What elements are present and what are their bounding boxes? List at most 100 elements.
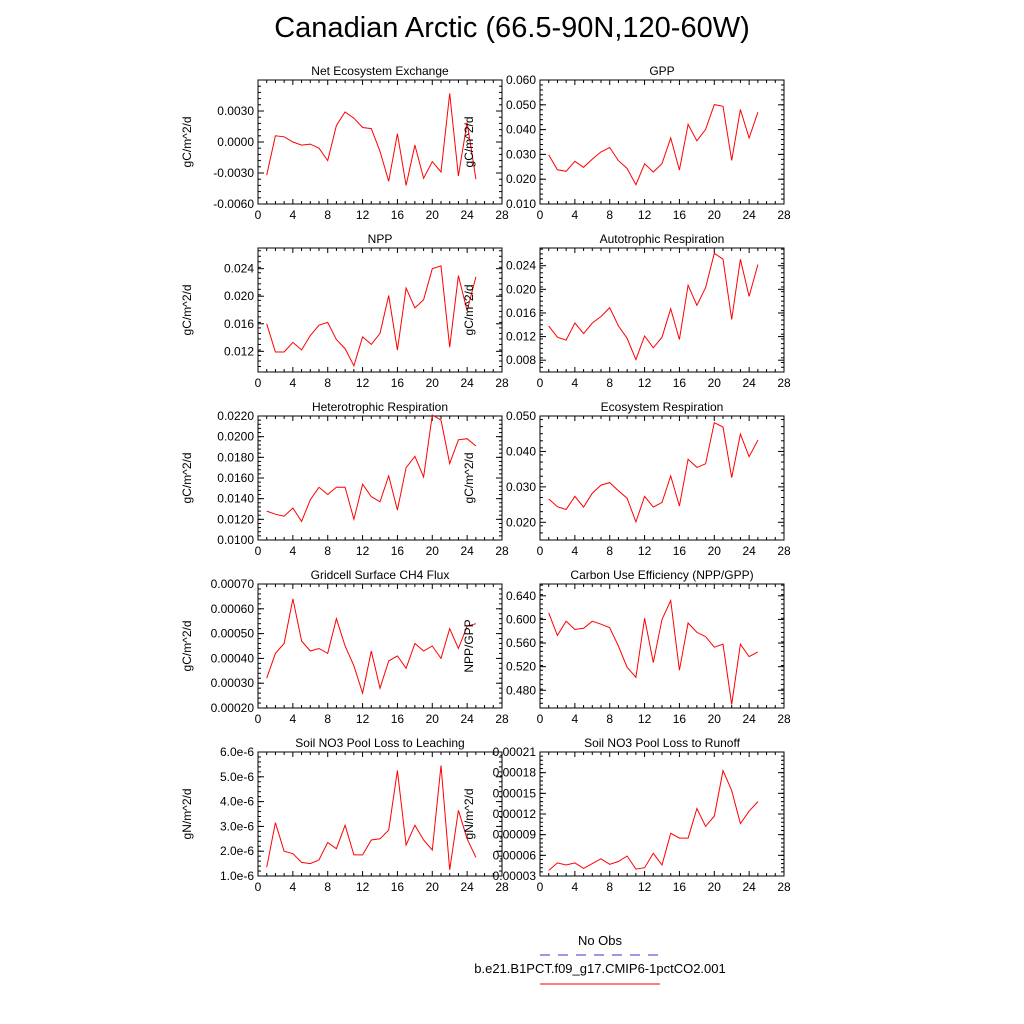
x-tick-label: 16 <box>673 880 687 894</box>
x-tick-label: 0 <box>255 880 262 894</box>
x-tick-label: 8 <box>324 712 331 726</box>
y-tick-label: -0.0030 <box>213 166 254 180</box>
y-tick-label: 0.024 <box>506 259 536 273</box>
y-tick-label: 0.030 <box>506 147 536 161</box>
x-tick-label: 8 <box>324 544 331 558</box>
x-tick-label: 4 <box>290 880 297 894</box>
y-tick-label: 0.020 <box>506 282 536 296</box>
y-tick-label: 3.0e-6 <box>220 819 254 833</box>
chart-panel-2: NPP gC/m^2/d 0 4 8 12 16 20 24 28 0.012 0.016 0.020 0… <box>180 232 509 390</box>
y-tick-label: 0.00030 <box>211 676 255 690</box>
x-tick-label: 4 <box>290 712 297 726</box>
x-tick-label: 4 <box>572 208 579 222</box>
y-tick-label: 0.008 <box>506 353 536 367</box>
legend-obs-label: No Obs <box>577 933 623 948</box>
x-tick-label: 16 <box>673 712 687 726</box>
series-line <box>548 252 759 361</box>
x-tick-label: 24 <box>460 376 474 390</box>
series-line <box>548 768 759 871</box>
y-axis-label: gC/m^2/d <box>180 117 194 168</box>
y-axis-label: gC/m^2/d <box>462 453 476 504</box>
chart-panel-4: Heterotrophic Respiration gC/m^2/d 0 4 8 12 16… <box>180 400 509 558</box>
y-tick-label: 0.0180 <box>217 450 254 464</box>
x-tick-label: 12 <box>638 544 652 558</box>
chart-panel-9: Soil NO3 Pool Loss to Runoff gN/m^2/d 0 4 8 1… <box>462 736 791 894</box>
y-tick-label: 0.480 <box>506 683 536 697</box>
x-tick-label: 24 <box>742 712 756 726</box>
plot-frame <box>539 583 785 709</box>
y-tick-label: 1.0e-6 <box>220 869 254 883</box>
panel-title: Autotrophic Respiration <box>600 232 725 246</box>
y-tick-label: 0.00006 <box>493 848 537 862</box>
x-tick-label: 4 <box>572 712 579 726</box>
x-tick-label: 24 <box>742 376 756 390</box>
x-tick-label: 8 <box>606 208 613 222</box>
x-tick-label: 28 <box>777 712 791 726</box>
y-tick-label: 0.00015 <box>493 786 537 800</box>
y-tick-label: 0.050 <box>506 409 536 423</box>
x-tick-label: 12 <box>638 376 652 390</box>
x-tick-label: 0 <box>255 544 262 558</box>
x-tick-label: 28 <box>777 208 791 222</box>
x-tick-label: 8 <box>324 880 331 894</box>
x-tick-label: 12 <box>356 208 370 222</box>
x-tick-label: 24 <box>460 208 474 222</box>
x-tick-label: 12 <box>356 376 370 390</box>
plot-frame <box>539 415 785 541</box>
y-tick-label: 0.0160 <box>217 471 254 485</box>
x-tick-label: 12 <box>356 712 370 726</box>
x-tick-label: 4 <box>572 376 579 390</box>
y-axis-label: gC/m^2/d <box>462 285 476 336</box>
series-line <box>266 265 477 368</box>
x-tick-label: 16 <box>391 208 405 222</box>
panel-title: Gridcell Surface CH4 Flux <box>311 568 450 582</box>
panel-title: Soil NO3 Pool Loss to Runoff <box>584 736 741 750</box>
y-tick-label: 0.00012 <box>493 807 537 821</box>
x-tick-label: 4 <box>290 376 297 390</box>
y-axis-label: gC/m^2/d <box>180 453 194 504</box>
chart-panel-8: Soil NO3 Pool Loss to Leaching gN/m^2/d 0 4… <box>180 736 509 894</box>
y-tick-label: 0.040 <box>506 444 536 458</box>
x-tick-label: 16 <box>391 376 405 390</box>
x-tick-label: 16 <box>391 880 405 894</box>
x-tick-label: 24 <box>460 880 474 894</box>
chart-panel-0: Net Ecosystem Exchange gC/m^2/d 0 4 8 12 16 20 2… <box>180 64 509 222</box>
x-tick-label: 20 <box>708 208 722 222</box>
series-line <box>266 598 477 696</box>
chart-panel-5: Ecosystem Respiration gC/m^2/d 0 4 8 12 16 20 24… <box>462 400 791 558</box>
x-tick-label: 20 <box>708 880 722 894</box>
x-tick-label: 20 <box>426 712 440 726</box>
series-line <box>266 765 477 870</box>
y-axis-label: gC/m^2/d <box>180 285 194 336</box>
y-tick-label: 0.030 <box>506 480 536 494</box>
x-tick-label: 12 <box>638 208 652 222</box>
x-tick-label: 24 <box>460 712 474 726</box>
y-tick-label: 0.0030 <box>217 104 254 118</box>
y-axis-label: gN/m^2/d <box>180 789 194 840</box>
x-tick-label: 28 <box>495 880 509 894</box>
x-tick-label: 8 <box>324 376 331 390</box>
x-tick-label: 20 <box>708 376 722 390</box>
x-tick-label: 20 <box>426 208 440 222</box>
y-tick-label: 0.0120 <box>217 512 254 526</box>
y-tick-label: -0.0060 <box>213 197 254 211</box>
y-tick-label: 0.520 <box>506 660 536 674</box>
panel-title: Net Ecosystem Exchange <box>311 64 449 78</box>
x-tick-label: 20 <box>426 880 440 894</box>
x-tick-label: 0 <box>255 376 262 390</box>
y-tick-label: 0.0200 <box>217 430 254 444</box>
x-tick-label: 20 <box>426 544 440 558</box>
y-tick-label: 0.020 <box>506 172 536 186</box>
y-tick-label: 0.00003 <box>493 869 537 883</box>
y-tick-label: 0.00009 <box>493 828 537 842</box>
x-tick-label: 16 <box>673 208 687 222</box>
y-axis-label: gN/m^2/d <box>462 789 476 840</box>
x-tick-label: 8 <box>606 376 613 390</box>
x-tick-label: 0 <box>537 544 544 558</box>
figure-title: Canadian Arctic (66.5-90N,120-60W) <box>274 12 750 44</box>
x-tick-label: 0 <box>537 376 544 390</box>
x-tick-label: 4 <box>572 544 579 558</box>
series-line <box>266 414 477 523</box>
x-tick-label: 8 <box>606 544 613 558</box>
x-tick-label: 12 <box>638 880 652 894</box>
